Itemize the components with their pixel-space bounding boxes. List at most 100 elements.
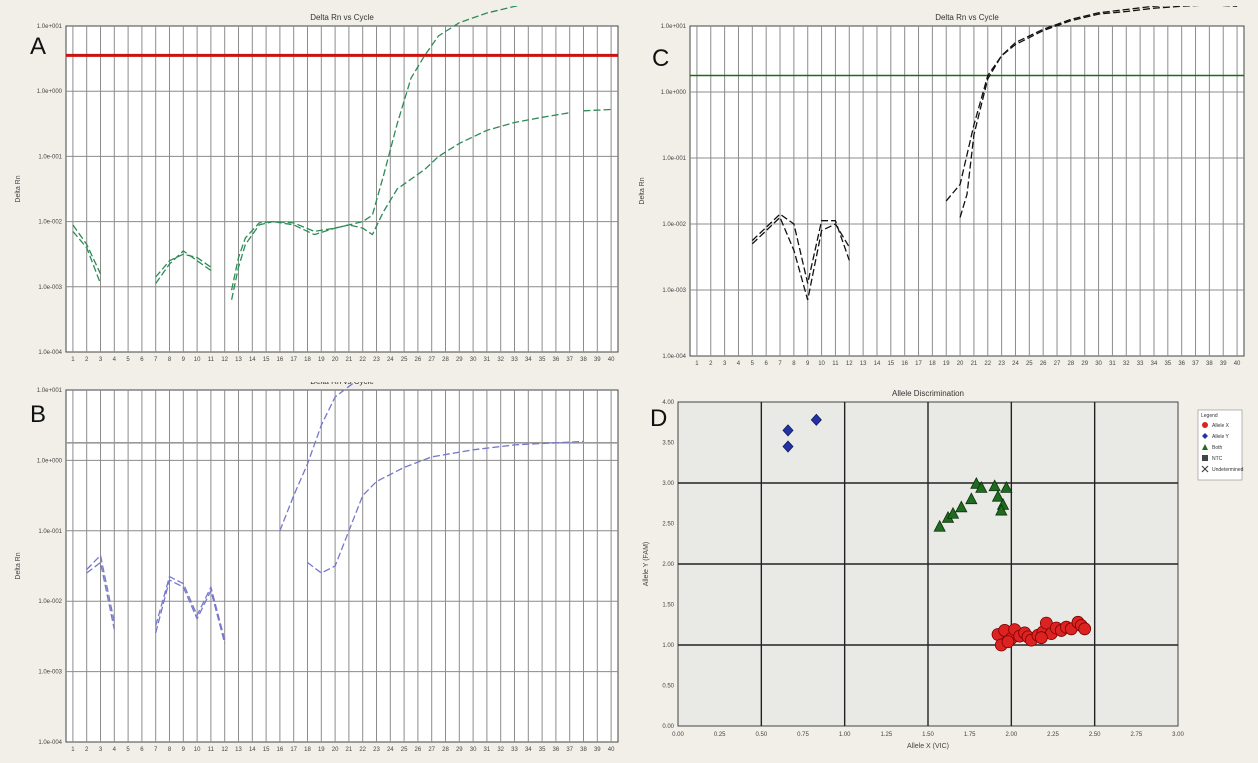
y-tick-label: 1.0e+000 — [37, 458, 63, 464]
x-tick-label: 0.25 — [714, 732, 726, 738]
x-tick-label: 25 — [1026, 361, 1033, 367]
x-tick-label: 5 — [126, 747, 130, 753]
x-tick-label: 8 — [792, 361, 796, 367]
x-tick-label: 20 — [332, 747, 339, 753]
x-tick-label: 37 — [566, 747, 573, 753]
amplification-curve — [155, 579, 226, 644]
both-alleles-point — [955, 500, 968, 513]
x-tick-label: 6 — [140, 747, 144, 753]
x-tick-label: 40 — [608, 357, 615, 363]
x-tick-label: 14 — [249, 747, 256, 753]
x-tick-label: 9 — [182, 747, 186, 753]
amplification-curve — [155, 250, 212, 284]
x-tick-label: 22 — [984, 361, 991, 367]
x-tick-label: 15 — [263, 747, 270, 753]
both-alleles-point — [991, 489, 1005, 502]
both-alleles-point — [988, 479, 1001, 492]
x-tick-label: 34 — [1151, 361, 1158, 367]
y-tick-label: 1.0e-001 — [662, 156, 686, 162]
y-axis-label: Delta Rn — [15, 552, 22, 579]
x-tick-label: 31 — [484, 747, 491, 753]
x-tick-label: 5 — [751, 361, 755, 367]
x-tick-label: 34 — [525, 357, 532, 363]
x-tick-label: 11 — [208, 357, 215, 363]
legend-marker-ntc — [1202, 455, 1208, 461]
legend-title: Legend — [1201, 413, 1218, 419]
x-axis-label: Allele X (VIC) — [907, 743, 949, 750]
y-tick-label: 1.0e-002 — [38, 599, 62, 605]
y-tick-label: 1.0e-004 — [38, 350, 62, 356]
x-tick-label: 2.25 — [1047, 732, 1059, 738]
x-tick-label: 36 — [553, 357, 560, 363]
x-tick-label: 35 — [539, 357, 546, 363]
legend-marker-both — [1202, 444, 1208, 450]
x-tick-label: 21 — [971, 361, 978, 367]
amplification-curve — [583, 108, 612, 112]
y-tick-label: 1.0e-003 — [662, 288, 686, 294]
chart-title: Allele Discrimination — [892, 389, 964, 398]
x-tick-label: 33 — [1137, 361, 1144, 367]
x-tick-label: 39 — [594, 357, 601, 363]
x-tick-label: 33 — [511, 357, 518, 363]
amplification-curve — [230, 6, 521, 300]
y-tick-label: 1.0e-004 — [662, 354, 686, 360]
panel-d: 0.00 0.25 0.50 0.75 1.00 1.25 1.50 1.75 2.00 2.25… — [632, 382, 1252, 758]
amplification-curve — [72, 230, 102, 284]
amplification-curve — [155, 253, 212, 278]
x-tick-label: 2.75 — [1130, 732, 1142, 738]
legend-marker-allele-x — [1202, 422, 1208, 428]
x-tick-label: 24 — [387, 357, 394, 363]
x-tick-label: 17 — [915, 361, 922, 367]
x-tick-label: 21 — [346, 357, 353, 363]
x-tick-label: 28 — [442, 357, 449, 363]
amplification-curve — [751, 216, 850, 301]
x-tick-label: 18 — [929, 361, 936, 367]
amplification-curve — [307, 440, 584, 574]
x-tick-label: 27 — [428, 747, 435, 753]
x-tick-label: 22 — [359, 357, 366, 363]
chart-d: 0.00 0.25 0.50 0.75 1.00 1.25 1.50 1.75 2.00 2.25… — [643, 389, 1244, 750]
x-tick-label: 13 — [235, 357, 242, 363]
x-tick-label: 37 — [566, 357, 573, 363]
chart-title: Delta Rn vs Cycle — [310, 13, 374, 22]
x-tick-label: 23 — [373, 747, 380, 753]
y-tick-label: 1.0e-002 — [38, 220, 62, 226]
x-tick-label: 12 — [221, 357, 228, 363]
x-tick-label: 4 — [737, 361, 741, 367]
x-tick-label: 25 — [401, 747, 408, 753]
x-tick-label: 4 — [113, 747, 117, 753]
panel-a: 1 2 3 4 5 6 7 8 9 10 11 12 13 14 15 16 17 18 19 20 21 22 23 24 2… — [8, 6, 620, 366]
amplification-curve — [86, 561, 115, 630]
legend-label: Allele Y — [1212, 434, 1230, 440]
x-tick-label: 19 — [943, 361, 950, 367]
plot-area — [65, 25, 619, 353]
x-tick-label: 38 — [580, 357, 587, 363]
x-tick-label: 14 — [249, 357, 256, 363]
x-tick-label: 17 — [290, 357, 297, 363]
x-tick-label: 1.00 — [839, 732, 851, 738]
allele-y-point — [782, 424, 794, 437]
x-tick-label: 33 — [511, 747, 518, 753]
x-tick-label: 7 — [154, 357, 158, 363]
panel-c: 1 2 3 4 5 6 7 8 9 10 11 12 13 14 15 16 17 18 19 20 21 22 23 24 2… — [632, 6, 1252, 376]
x-tick-label: 36 — [1178, 361, 1185, 367]
allele-y-point — [810, 413, 822, 426]
x-tick-label: 38 — [1206, 361, 1213, 367]
y-tick-label: 3.00 — [662, 481, 674, 487]
y-tick-label: 1.00 — [662, 643, 674, 649]
amplification-curve — [279, 382, 356, 532]
x-tick-label: 40 — [1234, 361, 1241, 367]
y-tick-label: 1.0e-003 — [38, 285, 62, 291]
panel-b: 1 2 3 4 5 6 7 8 9 10 11 12 13 14 15 16 17 18 19 20 21 22 23 24 2… — [8, 382, 620, 758]
both-alleles-point — [933, 519, 946, 532]
y-axis-label: Delta Rn — [15, 175, 22, 202]
plot-area — [65, 389, 619, 743]
x-tick-label: 40 — [608, 747, 615, 753]
x-tick-label: 15 — [887, 361, 894, 367]
chart-a: 1 2 3 4 5 6 7 8 9 10 11 12 13 14 15 16 17 18 19 20 21 22 23 24 2… — [15, 6, 619, 363]
x-tick-label: 2.50 — [1089, 732, 1101, 738]
x-tick-label: 31 — [484, 357, 491, 363]
y-tick-label: 1.0e-003 — [38, 670, 62, 676]
y-tick-label: 1.0e-001 — [38, 529, 62, 535]
both-alleles-point — [1000, 480, 1013, 493]
